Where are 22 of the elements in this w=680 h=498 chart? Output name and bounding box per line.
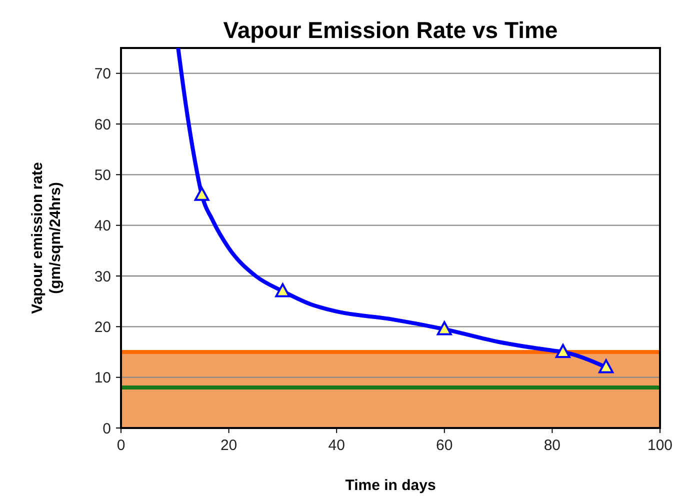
chart-title: Vapour Emission Rate vs Time [223,17,558,43]
x-tick-label: 80 [544,437,561,454]
point [436,321,452,336]
y-tick-label: 30 [94,268,111,286]
y-tick-label: 0 [102,420,111,438]
y-axis-title: Vapour emission rate (gm/sqm/24hrs) [29,162,64,314]
x-tick-label: 20 [220,437,238,454]
point [194,186,210,201]
x-tick-label: 40 [328,437,345,454]
y-tick-label: 70 [94,66,111,83]
point [555,344,570,358]
y-tick-label: 40 [94,218,111,235]
point [275,283,290,298]
y-tick-label: 10 [94,370,111,387]
y-tick-label: 20 [94,318,111,336]
x-tick-label: 0 [116,437,126,454]
x-tick-label: 100 [647,437,673,454]
point [598,359,614,374]
y-tick-label: 50 [94,166,111,184]
y-tick-label: 60 [94,116,111,134]
x-tick-label: 60 [436,437,453,454]
x-axis-title: Time in days [345,477,436,494]
